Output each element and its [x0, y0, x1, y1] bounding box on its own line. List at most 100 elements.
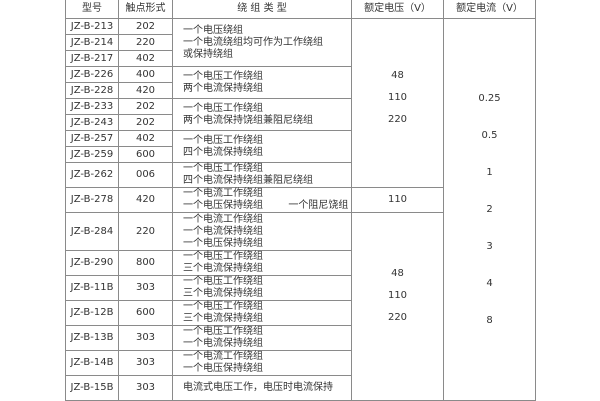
winding-line: 四个电流保持绕组 [183, 146, 263, 158]
winding-cell: 一个电流工作绕组 一个电流保持绕组 一个电压保持绕组 [172, 212, 352, 251]
voltage-value: 110 [387, 194, 408, 205]
model-cell: JZ-B-13B [65, 325, 119, 351]
current-value: 3 [486, 241, 493, 252]
contact-cell: 202 [118, 18, 173, 35]
model-cell: JZ-B-217 [65, 50, 119, 67]
winding-cell: 一个电压工作绕组 一个电流保持绕组 [172, 325, 352, 351]
winding-cell: 一个电流工作绕组 一个电压保持绕组 一个阻尼饶组 [172, 187, 352, 213]
winding-line: 一个电压保持绕组 [183, 363, 263, 374]
voltage-value: 220 [387, 312, 408, 323]
header-voltage: 额定电压（V） [351, 0, 444, 19]
winding-line: 一个电压绕组 [183, 24, 243, 36]
contact-cell: 600 [118, 300, 173, 326]
table-row: JZ-B-243 202 [65, 114, 536, 131]
winding-line: 三个电流保持绕组 [183, 288, 263, 299]
contact-cell: 420 [118, 82, 173, 99]
winding-cell: 一个电压绕组 一个电流绕组均可作为工作绕组 或保持绕组 [172, 18, 352, 67]
table-row: JZ-B-13B 303 一个电压工作绕组 一个电流保持绕组 [65, 325, 536, 351]
winding-line: 一个电流保持绕组 [183, 338, 263, 349]
winding-line: 一个电压工作绕组 [183, 251, 263, 262]
voltage-value: 48 [391, 268, 404, 279]
model-cell: JZ-B-257 [65, 130, 119, 147]
contact-cell: 006 [118, 162, 173, 188]
winding-line: 两个电流保持饶组兼阻尼绕组 [183, 114, 313, 126]
model-cell: JZ-B-243 [65, 114, 119, 131]
table-row: JZ-B-214 220 [65, 34, 536, 51]
table-row: JZ-B-262 006 一个电压工作绕组 四个电流保持绕组兼阻尼绕组 [65, 162, 536, 188]
winding-cell: 一个电压工作绕组 两个电流保持饶组兼阻尼绕组 [172, 98, 352, 131]
table-row: JZ-B-233 202 一个电压工作绕组 两个电流保持饶组兼阻尼绕组 [65, 98, 536, 131]
model-cell: JZ-B-11B [65, 275, 119, 301]
table-row: JZ-B-290 800 一个电压工作绕组 三个电流保持绕组 [65, 250, 536, 276]
current-cell: 0.25 0.5 1 2 3 4 8 [443, 18, 536, 401]
current-value: 1 [486, 167, 493, 178]
model-cell: JZ-B-290 [65, 250, 119, 276]
voltage-cell: 48 110 220 [351, 212, 444, 401]
table-row: JZ-B-14B 303 一个电流工作绕组 一个电压保持绕组 [65, 350, 536, 376]
winding-line: 三个电流保持绕组 [183, 263, 263, 274]
winding-line: 四个电流保持绕组兼阻尼绕组 [183, 175, 313, 186]
model-cell: JZ-B-228 [65, 82, 119, 99]
contact-cell: 400 [118, 66, 173, 83]
contact-cell: 402 [118, 50, 173, 67]
contact-cell: 303 [118, 375, 173, 401]
model-cell: JZ-B-14B [65, 350, 119, 376]
contact-cell: 600 [118, 146, 173, 163]
model-cell: JZ-B-214 [65, 34, 119, 51]
voltage-value: 110 [387, 92, 408, 103]
contact-cell: 220 [118, 34, 173, 51]
winding-line: 一个电压工作绕组 [183, 301, 263, 312]
contact-cell: 420 [118, 187, 173, 213]
winding-line: 一个电流工作绕组 [183, 351, 263, 362]
relay-spec-table: 型号 触点形式 绕 组 类 型 额定电压（V） 额定电流（V） JZ-B-213… [65, 0, 536, 401]
table-row: JZ-B-228 420 [65, 82, 536, 99]
winding-cell: 一个电压工作绕组 三个电流保持绕组 [172, 275, 352, 301]
current-value: 2 [486, 204, 493, 215]
winding-line: 一个电压工作绕组 [183, 70, 263, 82]
table-row: JZ-B-11B 303 一个电压工作绕组 三个电流保持绕组 [65, 275, 536, 301]
contact-cell: 402 [118, 130, 173, 147]
winding-line: 一个电流绕组均可作为工作绕组 [183, 36, 323, 48]
winding-line: 两个电流保持绕组 [183, 82, 263, 94]
voltage-cell: 110 [351, 187, 444, 213]
model-cell: JZ-B-278 [65, 187, 119, 213]
header-row: 型号 触点形式 绕 组 类 型 额定电压（V） 额定电流（V） [65, 0, 536, 19]
winding-line: 一个电压工作绕组 [183, 276, 263, 287]
winding-cell: 一个电压工作绕组 四个电流保持绕组兼阻尼绕组 [172, 162, 352, 188]
winding-cell: 一个电压工作绕组 三个电流保持绕组 [172, 300, 352, 326]
contact-cell: 202 [118, 114, 173, 131]
table-row: JZ-B-259 600 [65, 146, 536, 163]
table-row: JZ-B-213 202 一个电压绕组 一个电流绕组均可作为工作绕组 或保持绕组 48 1… [65, 18, 536, 401]
contact-cell: 202 [118, 98, 173, 115]
winding-cell: 一个电压工作绕组 三个电流保持绕组 [172, 250, 352, 276]
table-row: JZ-B-284 220 一个电流工作绕组 一个电流保持绕组 一个电压保持绕组 48 11… [65, 212, 536, 401]
model-cell: JZ-B-12B [65, 300, 119, 326]
header-current: 额定电流（V） [443, 0, 536, 19]
winding-line: 一个电压工作绕组 [183, 163, 263, 174]
winding-line: 一个电压工作绕组 [183, 326, 263, 337]
contact-cell: 303 [118, 275, 173, 301]
winding-line: 三个电流保持绕组 [183, 313, 263, 324]
model-cell: JZ-B-15B [65, 375, 119, 401]
winding-cell: 一个电压工作绕组 两个电流保持绕组 [172, 66, 352, 99]
winding-cell: 电流式电压工作，电压时电流保持 [172, 375, 352, 401]
model-cell: JZ-B-259 [65, 146, 119, 163]
winding-cell: 一个电流工作绕组 一个电压保持绕组 [172, 350, 352, 376]
model-cell: JZ-B-213 [65, 18, 119, 35]
winding-line: 电流式电压工作，电压时电流保持 [183, 382, 333, 393]
winding-line: 一个电压工作绕组 [183, 102, 263, 114]
table-row: JZ-B-217 402 [65, 50, 536, 67]
winding-line: 一个电流保持绕组 [183, 225, 263, 237]
winding-line: 一个电流工作绕组 [183, 188, 263, 199]
contact-cell: 220 [118, 212, 173, 251]
table-row: JZ-B-257 402 一个电压工作绕组 四个电流保持绕组 [65, 130, 536, 163]
header-contact: 触点形式 [118, 0, 173, 19]
winding-cell: 一个电压工作绕组 四个电流保持绕组 [172, 130, 352, 163]
winding-line: 或保持绕组 [183, 48, 233, 60]
winding-line: 一个电压工作绕组 [183, 134, 263, 146]
header-winding: 绕 组 类 型 [172, 0, 352, 19]
model-cell: JZ-B-284 [65, 212, 119, 251]
current-value: 0.25 [478, 93, 501, 104]
winding-line: 一个电流工作绕组 [183, 213, 263, 225]
voltage-value: 48 [391, 70, 404, 81]
